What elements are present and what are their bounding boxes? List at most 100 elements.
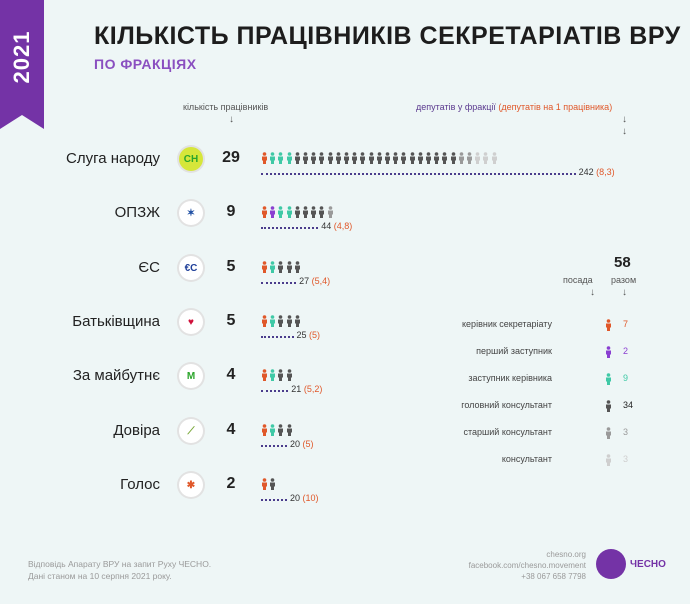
person-icon-deputy	[278, 152, 284, 164]
person-icon-chief-consultant	[319, 152, 325, 164]
person-icon-chief-consultant	[294, 261, 300, 273]
person-icon-deputy	[286, 152, 292, 164]
person-icon-chief-consultant	[385, 152, 390, 164]
person-icon-deputy	[605, 372, 612, 390]
faction-worker-count: 5	[226, 312, 236, 329]
deputies-dotline	[261, 390, 289, 392]
person-icon-consultant	[483, 152, 489, 164]
legend-value: 34	[623, 400, 634, 410]
person-icon-chief-consultant	[294, 206, 300, 218]
header-deputies-arrow: ↓	[622, 114, 627, 125]
faction-logo-icon: €С	[179, 256, 203, 280]
year-tab: 2021	[0, 0, 44, 129]
legend-label: перший заступник	[476, 346, 552, 356]
deputies-ratio: (5,2)	[303, 384, 323, 394]
deputies-label: 44 (4,8)	[321, 221, 352, 231]
chesno-logo-icon	[596, 549, 626, 579]
faction-worker-count: 29	[222, 149, 240, 166]
brand-name: ЧЕСНО	[630, 559, 666, 570]
person-icon-senior-consultant	[467, 152, 472, 164]
person-icon-deputy	[278, 206, 284, 218]
person-icon-first-deputy	[605, 345, 612, 363]
footer-source: Відповідь Апарату ВРУ на запит Руху ЧЕСН…	[28, 558, 211, 582]
deputies-count: 242	[578, 167, 594, 177]
footer-contacts: chesno.org facebook.com/chesno.movement …	[430, 549, 586, 582]
footer-facebook[interactable]: facebook.com/chesno.movement	[468, 561, 586, 570]
legend-label: консультант	[501, 454, 552, 464]
deputies-dotline	[261, 499, 287, 501]
person-icon-chief-consultant	[286, 315, 292, 327]
person-icon-chief-consultant	[278, 261, 284, 273]
year-label: 2021	[9, 30, 34, 84]
deputies-ratio: (5)	[309, 330, 321, 340]
person-icon-chief-consultant	[303, 206, 308, 218]
person-icon-head	[262, 424, 267, 436]
person-icon-head	[262, 478, 267, 490]
deputies-dotline	[261, 227, 319, 229]
person-icon-head	[262, 152, 267, 164]
faction-name: Довіра	[113, 422, 160, 439]
deputies-label: 242 (8,3)	[579, 167, 615, 177]
person-icon-chief-consultant	[286, 261, 292, 273]
person-icon-deputy	[270, 152, 276, 164]
person-icon-head	[605, 318, 612, 336]
person-icon-chief-consultant	[303, 152, 308, 164]
person-icon-chief-consultant	[335, 152, 341, 164]
person-icon-deputy	[270, 315, 276, 327]
faction-logo-icon: СН	[179, 147, 203, 171]
person-icon-head	[262, 369, 267, 381]
person-icon-first-deputy	[270, 206, 276, 218]
deputies-count: 20	[290, 439, 301, 449]
legend-value: 3	[623, 427, 629, 437]
person-icon-chief-consultant	[311, 152, 317, 164]
person-icon-chief-consultant	[434, 152, 440, 164]
deputies-ratio: (5)	[302, 439, 314, 449]
legend-col-position: посада	[563, 275, 593, 285]
legend-total-arrow: ↓	[622, 287, 627, 298]
person-icon-chief-consultant	[286, 424, 292, 436]
header-ratio-arrow: ↓	[622, 126, 627, 137]
person-icon-chief-consultant	[286, 369, 292, 381]
deputies-ratio: (4,8)	[333, 221, 353, 231]
legend-value: 2	[623, 346, 629, 356]
legend-item: старший консультант 3	[440, 426, 630, 440]
faction-worker-count: 5	[226, 258, 236, 275]
person-icon-chief-consultant	[442, 152, 448, 164]
person-icon-deputy	[270, 424, 276, 436]
person-icon-senior-consultant	[458, 152, 464, 164]
person-icon-consultant	[475, 152, 481, 164]
person-icon-chief-consultant	[450, 152, 456, 164]
faction-name: Голос	[120, 476, 160, 493]
deputies-ratio: (10)	[302, 493, 319, 503]
faction-name: Слуга народу	[66, 150, 160, 167]
deputies-ratio: (8,3)	[596, 167, 615, 177]
person-icon-head	[262, 206, 267, 218]
legend-col-total: разом	[611, 275, 637, 285]
legend-item: заступник керівника 9	[440, 372, 630, 386]
person-icon-chief-consultant	[344, 152, 349, 164]
deputies-dotline	[261, 173, 576, 175]
person-icon-deputy	[270, 369, 276, 381]
deputies-label: 25 (5)	[297, 330, 321, 340]
person-icon-senior-consultant	[327, 206, 333, 218]
faction-logo-icon: ♥	[179, 310, 203, 334]
header-deputies-label: депутатів у фракції	[416, 102, 496, 112]
footer-site[interactable]: chesno.org	[546, 550, 586, 559]
person-icon-chief-consultant	[278, 369, 284, 381]
legend-label: заступник керівника	[468, 373, 552, 383]
deputies-dotline	[261, 282, 297, 284]
person-icon-chief-consultant	[294, 315, 300, 327]
person-icon-consultant	[491, 152, 497, 164]
legend-item: перший заступник 2	[440, 345, 630, 359]
legend-label: головний консультант	[461, 400, 552, 410]
person-icon-chief-consultant	[417, 152, 423, 164]
person-icon-chief-consultant	[352, 152, 358, 164]
header-count-arrow: ↓	[229, 114, 234, 125]
person-icon-consultant	[605, 453, 612, 471]
person-icon-chief-consultant	[368, 152, 374, 164]
faction-logo-icon: M	[179, 364, 203, 388]
legend-item: консультант 3	[440, 453, 630, 467]
person-icon-chief-consultant	[360, 152, 366, 164]
footer-phone: +38 067 658 7798	[521, 572, 586, 581]
deputies-label: 21 (5,2)	[291, 384, 322, 394]
